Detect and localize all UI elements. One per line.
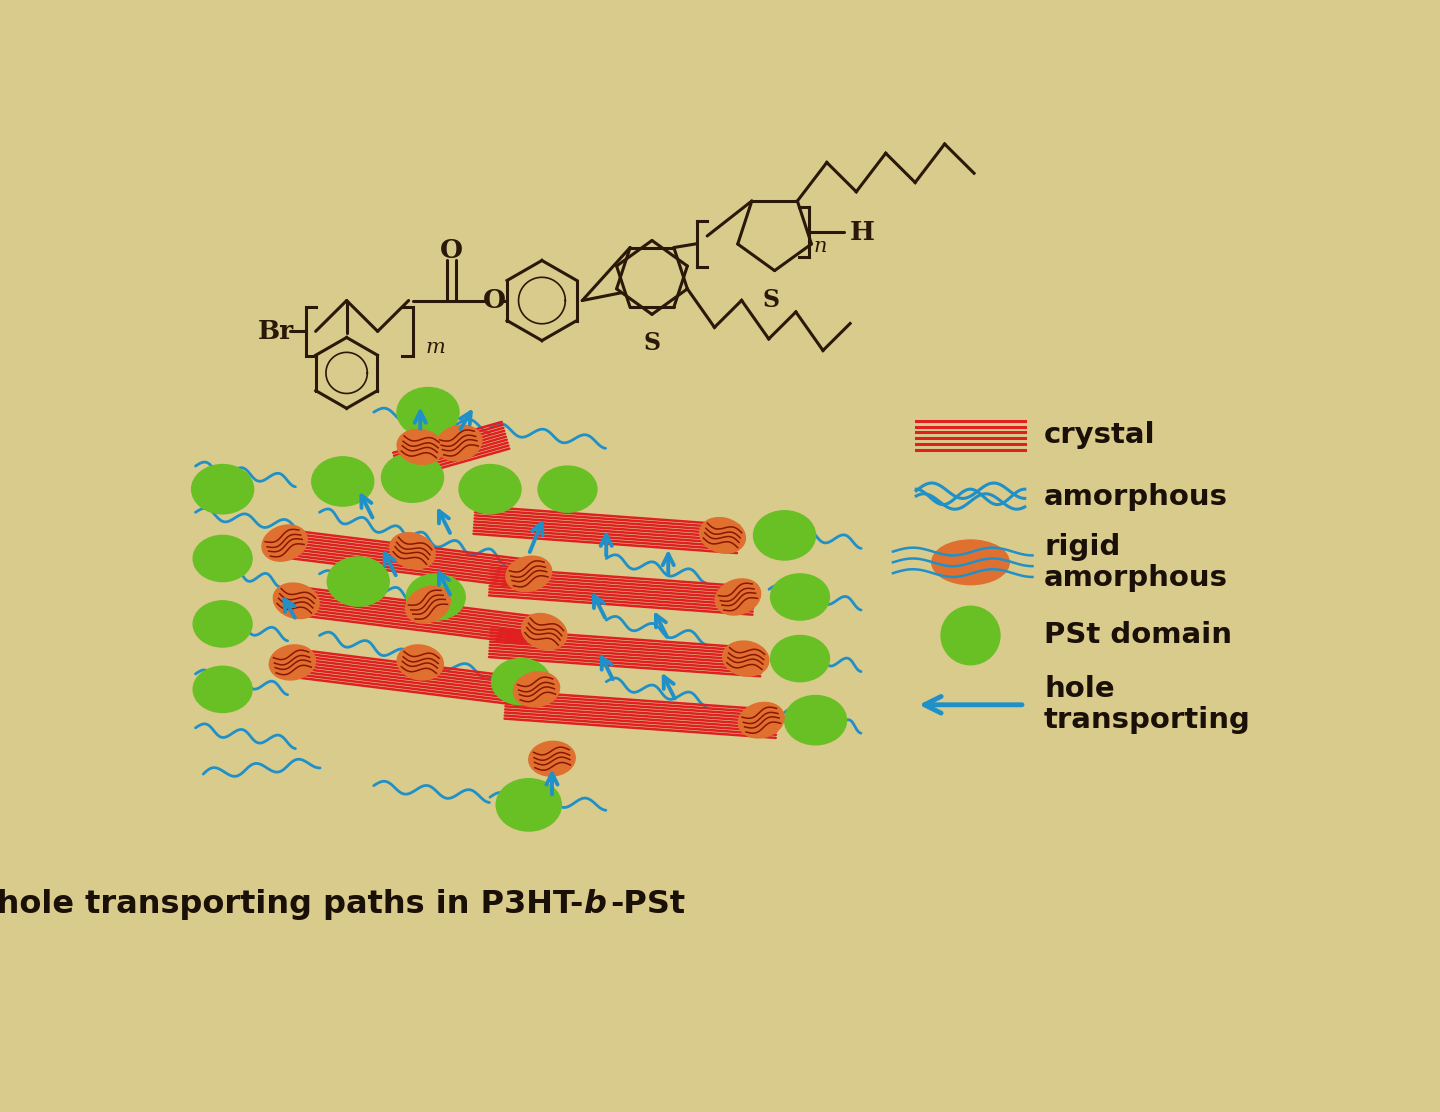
Ellipse shape <box>193 600 252 647</box>
Text: rigid
amorphous: rigid amorphous <box>1044 533 1228 592</box>
Ellipse shape <box>932 540 1009 585</box>
Ellipse shape <box>397 429 444 465</box>
Ellipse shape <box>397 388 459 437</box>
Ellipse shape <box>770 574 829 620</box>
Ellipse shape <box>327 557 389 606</box>
Ellipse shape <box>716 579 760 615</box>
Ellipse shape <box>491 658 550 705</box>
Ellipse shape <box>505 556 552 592</box>
Text: Br: Br <box>258 319 294 344</box>
Text: S: S <box>644 331 661 356</box>
Text: O: O <box>482 288 505 314</box>
Ellipse shape <box>514 672 560 707</box>
Circle shape <box>942 606 999 665</box>
Text: amorphous: amorphous <box>1044 483 1228 510</box>
Ellipse shape <box>700 517 746 553</box>
Ellipse shape <box>406 574 465 620</box>
Ellipse shape <box>192 465 253 514</box>
Ellipse shape <box>269 645 315 679</box>
Text: n: n <box>814 237 827 256</box>
Text: H: H <box>850 220 874 245</box>
Text: S: S <box>762 288 779 311</box>
Ellipse shape <box>459 465 521 514</box>
Ellipse shape <box>436 425 482 460</box>
Ellipse shape <box>528 742 575 776</box>
Text: O: O <box>439 238 462 262</box>
Ellipse shape <box>753 510 815 560</box>
Text: m: m <box>426 338 445 357</box>
Ellipse shape <box>785 695 847 745</box>
Text: -PSt: -PSt <box>611 890 685 921</box>
Ellipse shape <box>274 583 320 618</box>
Ellipse shape <box>311 457 374 506</box>
Text: b: b <box>583 890 606 921</box>
Ellipse shape <box>193 666 252 713</box>
Ellipse shape <box>397 645 444 679</box>
Text: Plausible hole transporting paths in P3HT-: Plausible hole transporting paths in P3H… <box>0 890 583 921</box>
Ellipse shape <box>723 641 769 676</box>
Ellipse shape <box>193 535 252 582</box>
Ellipse shape <box>539 466 598 513</box>
Ellipse shape <box>497 778 562 831</box>
Text: hole
transporting: hole transporting <box>1044 675 1251 734</box>
Ellipse shape <box>521 614 567 649</box>
Ellipse shape <box>406 586 451 623</box>
Text: PSt domain: PSt domain <box>1044 622 1233 649</box>
Ellipse shape <box>770 635 829 682</box>
Text: crystal: crystal <box>1044 421 1156 449</box>
Ellipse shape <box>382 453 444 503</box>
Ellipse shape <box>390 533 435 569</box>
Ellipse shape <box>739 703 785 738</box>
Ellipse shape <box>262 525 307 562</box>
